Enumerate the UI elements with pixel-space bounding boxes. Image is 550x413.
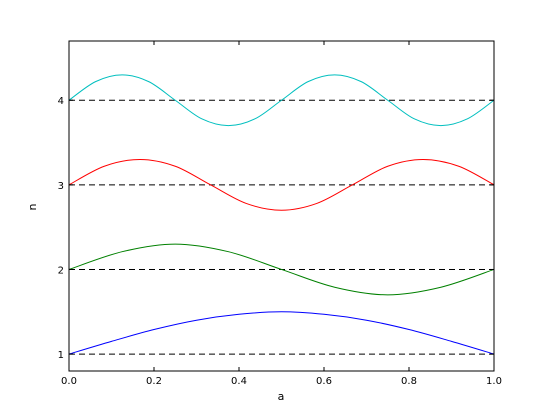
x-tick-label: 0.6 (316, 376, 332, 387)
series-line-1 (68, 311, 495, 355)
plot-lines (68, 74, 495, 355)
series-line-2 (68, 243, 495, 296)
x-tick-label: 0.2 (146, 376, 162, 387)
x-tick-label: 0.0 (61, 376, 77, 387)
y-tick-label: 3 (58, 181, 64, 192)
x-axis-ticks: 0.0 0.2 0.4 0.6 0.8 1.0 (61, 41, 502, 387)
x-axis-label: a (278, 390, 285, 403)
y-tick-label: 2 (58, 265, 64, 276)
series-line-3 (68, 158, 495, 211)
x-tick-label: 0.8 (401, 376, 417, 387)
series-line-4 (68, 74, 495, 127)
y-axis-ticks: 1 2 3 4 (58, 96, 494, 361)
y-axis-label: n (26, 203, 39, 210)
y-tick-label: 4 (58, 96, 64, 107)
x-tick-label: 1.0 (486, 376, 502, 387)
y-tick-label: 1 (58, 350, 64, 361)
plot-frame (68, 40, 495, 372)
x-tick-label: 0.4 (231, 376, 247, 387)
